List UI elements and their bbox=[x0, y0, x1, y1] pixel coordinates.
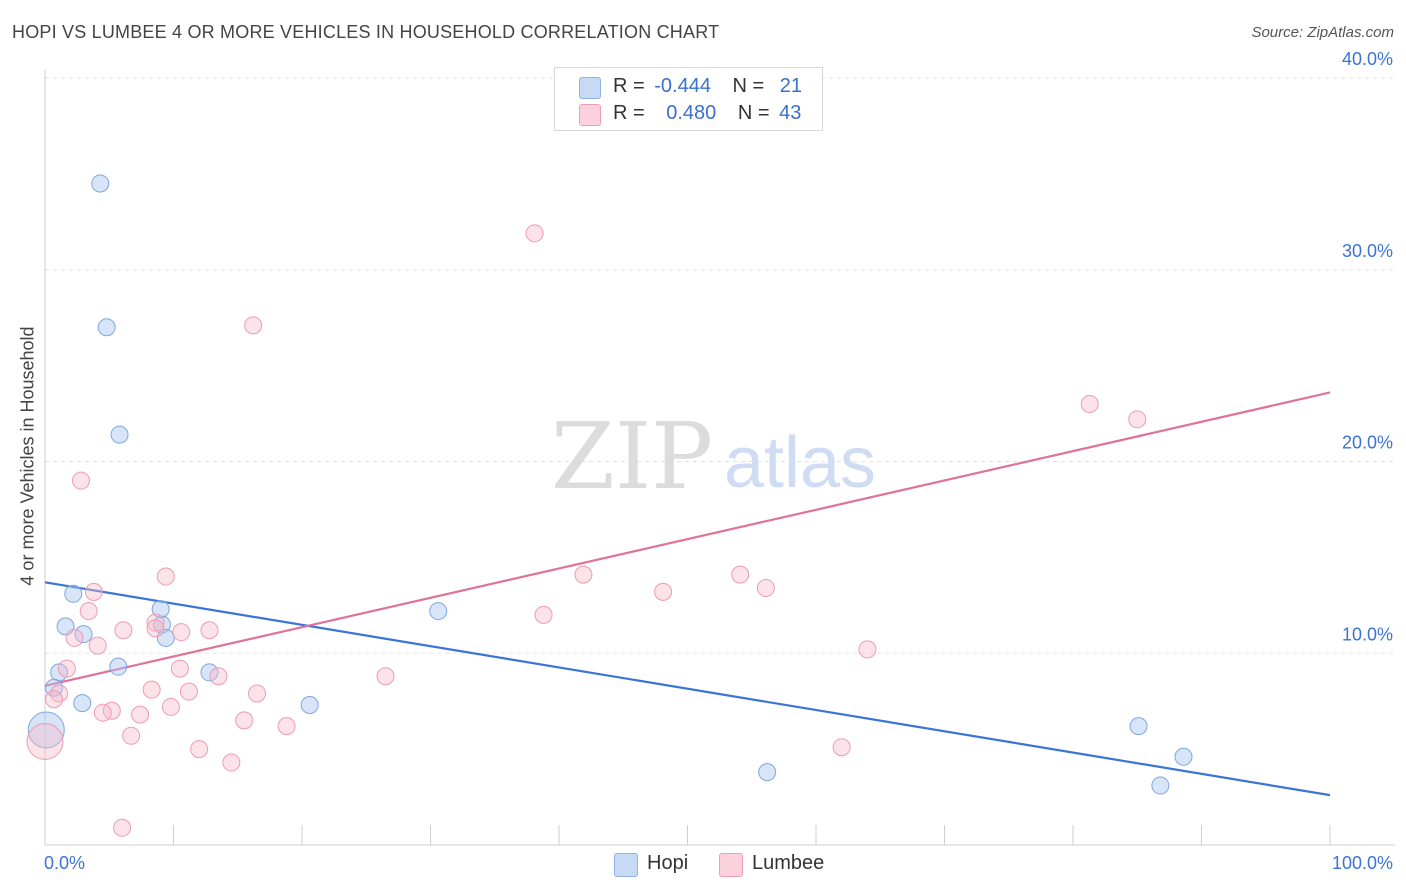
hopi-n-value: 21 bbox=[779, 75, 803, 97]
lumbee-point bbox=[113, 818, 132, 837]
lumbee-point bbox=[65, 628, 84, 647]
tick-labels: 10.0% 20.0% 30.0% 40.0% 0.0% 100.0% bbox=[44, 49, 1393, 873]
lumbee-n-label: N = bbox=[737, 102, 770, 124]
bottom-lumbee-label: Lumbee bbox=[752, 852, 825, 874]
bottom-hopi-swatch bbox=[614, 853, 638, 877]
lumbee-point bbox=[654, 582, 673, 601]
lumbee-point bbox=[209, 667, 228, 686]
lumbee-point bbox=[146, 619, 165, 638]
y-tick-label: 20.0% bbox=[1342, 433, 1393, 453]
lumbee-point bbox=[122, 726, 141, 745]
y-tick-label: 40.0% bbox=[1342, 49, 1393, 69]
lumbee-point bbox=[71, 471, 90, 490]
bottom-lumbee-swatch bbox=[719, 853, 743, 877]
lumbee-point bbox=[1080, 394, 1099, 413]
x-tick-label-max: 100.0% bbox=[1332, 853, 1393, 873]
lumbee-swatch bbox=[579, 104, 601, 126]
lumbee-point bbox=[756, 579, 775, 598]
hopi-point bbox=[73, 694, 92, 713]
lumbee-point bbox=[534, 605, 553, 624]
lumbee-point bbox=[1128, 410, 1147, 429]
lumbee-point bbox=[170, 659, 189, 678]
hopi-n-label: N = bbox=[732, 75, 765, 97]
hopi-point bbox=[1151, 776, 1170, 795]
lumbee-point bbox=[222, 753, 241, 772]
lumbee-point bbox=[26, 722, 64, 760]
y-tick-label: 10.0% bbox=[1342, 624, 1393, 644]
lumbee-point bbox=[84, 582, 103, 601]
hopi-point bbox=[110, 425, 129, 444]
lumbee-point bbox=[525, 224, 544, 243]
lumbee-point bbox=[200, 621, 219, 640]
hopi-point bbox=[1129, 717, 1148, 736]
lumbee-point bbox=[235, 711, 254, 730]
lumbee-point bbox=[832, 738, 851, 757]
watermark-zip: ZIP bbox=[551, 403, 713, 510]
lumbee-point bbox=[161, 697, 180, 716]
source-label: Source: ZipAtlas.com bbox=[1251, 24, 1394, 41]
hopi-r-label: R = bbox=[613, 75, 645, 97]
lumbee-point bbox=[93, 703, 112, 722]
lumbee-point bbox=[57, 659, 76, 678]
bottom-hopi-label: Hopi bbox=[647, 852, 689, 874]
lumbee-point bbox=[172, 623, 191, 642]
hopi-point bbox=[758, 763, 777, 782]
hopi-point bbox=[1174, 747, 1193, 766]
watermark: ZIP atlas bbox=[551, 403, 876, 510]
hopi-point bbox=[151, 600, 170, 619]
lumbee-point bbox=[731, 565, 750, 584]
lumbee-point bbox=[102, 701, 121, 720]
lumbee-trend-line bbox=[44, 391, 1331, 687]
hopi-point bbox=[91, 174, 110, 193]
hopi-point bbox=[64, 584, 83, 603]
lumbee-point bbox=[858, 640, 877, 659]
x-tick-label-min: 0.0% bbox=[44, 853, 85, 873]
y-tick-label: 30.0% bbox=[1342, 241, 1393, 261]
lumbee-point bbox=[114, 621, 133, 640]
axes bbox=[44, 70, 1395, 846]
stats-legend: R = -0.444 N = 21 R = 0.480 N = 43 bbox=[554, 67, 823, 131]
lumbee-n-value: 43 bbox=[779, 102, 802, 124]
lumbee-point bbox=[131, 705, 150, 724]
trend-lines bbox=[44, 391, 1331, 797]
watermark-atlas: atlas bbox=[724, 423, 876, 503]
hopi-point bbox=[109, 657, 128, 676]
hopi-point bbox=[97, 318, 116, 337]
lumbee-point bbox=[146, 613, 165, 632]
lumbee-r-label: R = bbox=[613, 102, 645, 124]
lumbee-point bbox=[179, 682, 198, 701]
data-points bbox=[26, 111, 1193, 837]
chart-title: HOPI VS LUMBEE 4 OR MORE VEHICLES IN HOU… bbox=[12, 22, 720, 42]
lumbee-r-value: 0.480 bbox=[666, 102, 717, 124]
hopi-point bbox=[200, 663, 219, 682]
lumbee-point bbox=[190, 740, 209, 759]
lumbee-point bbox=[248, 684, 267, 703]
lumbee-point bbox=[376, 667, 395, 686]
lumbee-point bbox=[88, 636, 107, 655]
hopi-point bbox=[300, 696, 319, 715]
lumbee-point bbox=[50, 684, 69, 703]
lumbee-point bbox=[142, 680, 161, 699]
hopi-point bbox=[74, 625, 93, 644]
lumbee-point bbox=[44, 690, 63, 709]
lumbee-point bbox=[156, 567, 175, 586]
lumbee-point bbox=[79, 602, 98, 621]
hopi-swatch bbox=[579, 77, 601, 99]
lumbee-point bbox=[574, 565, 593, 584]
hopi-trend-line bbox=[44, 581, 1331, 797]
hopi-point bbox=[429, 602, 448, 621]
lumbee-point bbox=[277, 717, 296, 736]
hopi-r-value: -0.444 bbox=[654, 75, 711, 97]
grid-lines bbox=[45, 77, 1395, 654]
lumbee-point bbox=[244, 316, 263, 335]
hopi-point bbox=[27, 711, 65, 749]
